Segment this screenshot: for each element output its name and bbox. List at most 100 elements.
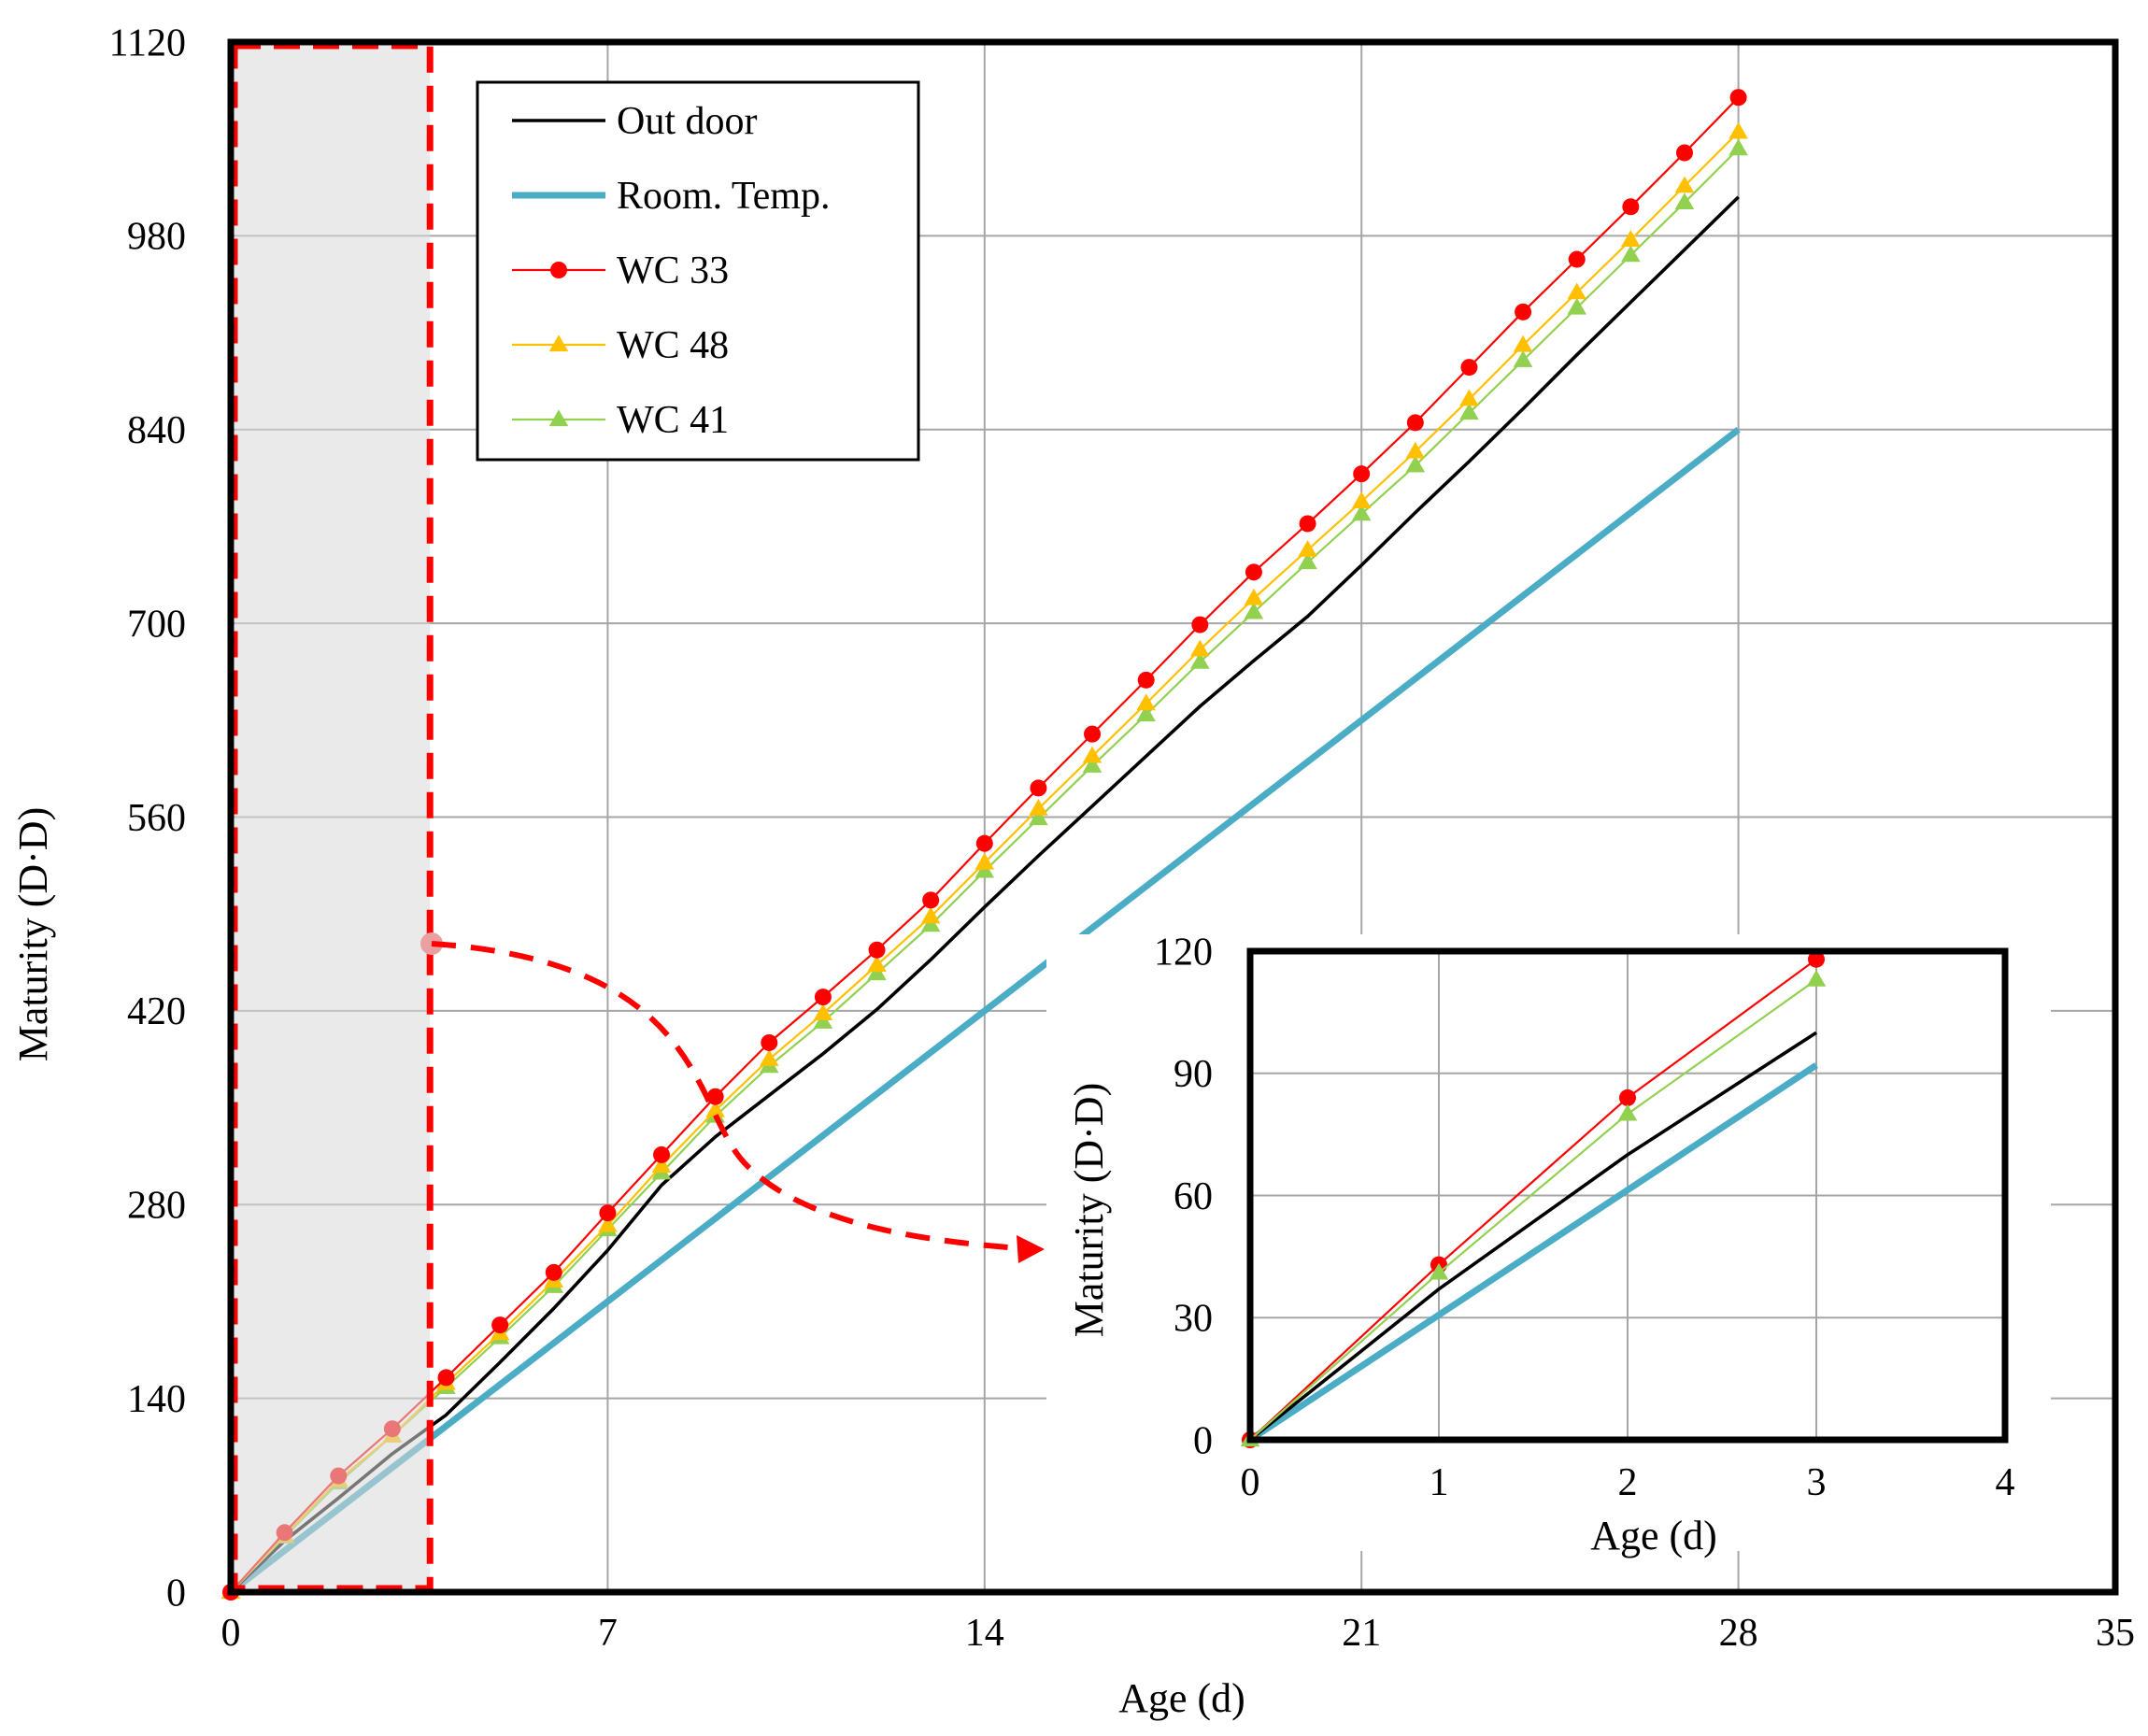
data-point-wc-41 bbox=[1617, 1103, 1638, 1121]
data-point-wc-48 bbox=[1136, 693, 1156, 711]
legend-entry-room-temp: Room. Temp. bbox=[512, 175, 830, 218]
x-tick-label: 0 bbox=[221, 1612, 241, 1655]
data-point-wc-48 bbox=[705, 1100, 725, 1117]
data-point-wc-33 bbox=[599, 1204, 617, 1222]
data-point-wc-48 bbox=[920, 906, 941, 924]
y-tick-label: 30 bbox=[1174, 1298, 1213, 1341]
x-tick-label: 14 bbox=[965, 1612, 1004, 1655]
data-point-wc-41 bbox=[1806, 969, 1827, 987]
data-point-wc-33 bbox=[1460, 359, 1478, 377]
series-line-wc-33 bbox=[1249, 958, 1817, 1441]
y-tick-label: 140 bbox=[127, 1378, 186, 1421]
data-point-wc-48 bbox=[1674, 176, 1695, 193]
zoom-highlight-region bbox=[231, 42, 434, 1592]
main-plot-frame bbox=[227, 38, 2119, 1596]
legend: Out door Room. Temp. WC 33 WC 48 WC 41 bbox=[476, 80, 920, 462]
data-point-wc-48 bbox=[1513, 334, 1533, 352]
series-line-room-temp bbox=[1248, 1062, 1818, 1443]
data-point-wc-33 bbox=[1619, 1089, 1636, 1106]
data-point-wc-33 bbox=[1299, 515, 1316, 533]
x-tick-label: 35 bbox=[2096, 1612, 2135, 1655]
data-point-wc-33 bbox=[761, 1033, 778, 1051]
legend-entry-wc-41: WC 41 bbox=[512, 399, 729, 442]
series-wc-33 bbox=[222, 89, 1747, 1601]
data-point-wc-33 bbox=[1084, 725, 1102, 743]
legend-entry-wc-33: WC 33 bbox=[512, 249, 729, 292]
data-point-wc-48 bbox=[1082, 746, 1102, 763]
main-series-group bbox=[220, 89, 1748, 1601]
data-point-wc-33 bbox=[1729, 89, 1747, 107]
data-point-wc-33 bbox=[922, 891, 940, 909]
legend-marker bbox=[550, 262, 567, 278]
x-tick-label: 28 bbox=[1719, 1612, 1758, 1655]
data-point-wc-33 bbox=[814, 989, 832, 1006]
y-tick-label: 60 bbox=[1174, 1175, 1213, 1218]
data-point-wc-33 bbox=[1622, 198, 1640, 216]
inset-y-axis-label: Maturity (D·D) bbox=[1066, 1083, 1112, 1338]
y-tick-label: 280 bbox=[127, 1185, 186, 1228]
x-tick-label: 1 bbox=[1430, 1461, 1449, 1504]
data-point-wc-33 bbox=[1245, 563, 1262, 581]
data-point-wc-41 bbox=[1567, 297, 1586, 315]
data-point-wc-33 bbox=[975, 834, 993, 852]
data-point-wc-48 bbox=[1728, 121, 1748, 139]
data-point-wc-41 bbox=[1674, 192, 1695, 210]
data-point-wc-33 bbox=[437, 1369, 455, 1387]
main-y-axis-label: Maturity (D·D) bbox=[10, 807, 56, 1062]
series-line-wc-41 bbox=[1249, 978, 1817, 1441]
legend-marker bbox=[548, 409, 569, 427]
legend-entry-wc-48: WC 48 bbox=[512, 324, 729, 367]
main-x-axis-label: Age (d) bbox=[1118, 1675, 1245, 1721]
x-tick-label: 4 bbox=[1996, 1461, 2015, 1504]
y-tick-label: 840 bbox=[127, 409, 186, 452]
data-point-wc-33 bbox=[1137, 671, 1155, 689]
data-point-wc-48 bbox=[1190, 639, 1210, 657]
x-tick-label: 21 bbox=[1342, 1612, 1381, 1655]
data-point-wc-41 bbox=[1728, 138, 1748, 156]
data-point-wc-33 bbox=[491, 1316, 509, 1334]
y-tick-label: 560 bbox=[127, 797, 186, 840]
data-point-wc-48 bbox=[1621, 230, 1641, 248]
legend-label: Room. Temp. bbox=[617, 175, 830, 218]
legend-label: WC 48 bbox=[617, 324, 729, 367]
data-point-wc-33 bbox=[706, 1088, 724, 1105]
x-tick-label: 7 bbox=[598, 1612, 618, 1655]
y-tick-label: 420 bbox=[127, 990, 186, 1033]
y-tick-label: 0 bbox=[1193, 1419, 1213, 1462]
data-point-wc-41 bbox=[1244, 602, 1264, 619]
data-point-wc-41 bbox=[1298, 552, 1317, 570]
data-point-wc-41 bbox=[1351, 504, 1372, 521]
data-point-wc-33 bbox=[1568, 250, 1586, 268]
data-point-wc-48 bbox=[1029, 799, 1048, 816]
y-tick-label: 0 bbox=[166, 1572, 186, 1615]
data-point-wc-48 bbox=[651, 1156, 672, 1173]
data-point-wc-48 bbox=[1567, 282, 1586, 300]
series-room-temp bbox=[1248, 1062, 1818, 1443]
data-point-wc-33 bbox=[1406, 414, 1424, 432]
callout-arrowhead bbox=[1017, 1235, 1045, 1263]
data-point-wc-48 bbox=[813, 1003, 833, 1021]
y-tick-label: 700 bbox=[127, 603, 186, 646]
series-line-out-door bbox=[229, 195, 1740, 1594]
data-point-wc-48 bbox=[598, 1215, 618, 1232]
y-tick-label: 1120 bbox=[109, 21, 186, 64]
series-line-out-door bbox=[1248, 1031, 1817, 1442]
data-point-wc-48 bbox=[1351, 491, 1372, 508]
data-point-wc-48 bbox=[1459, 389, 1479, 406]
data-point-wc-48 bbox=[974, 852, 995, 870]
data-point-wc-48 bbox=[867, 955, 887, 973]
data-point-wc-41 bbox=[1405, 455, 1426, 473]
legend-entry-out-door: Out door bbox=[512, 100, 758, 143]
data-point-wc-33 bbox=[545, 1263, 562, 1281]
data-point-wc-33 bbox=[1030, 779, 1047, 797]
inset-tick-labels: 0 1 2 3 4 0 30 60 90 120 bbox=[1154, 931, 2015, 1504]
y-tick-label: 90 bbox=[1174, 1053, 1213, 1096]
legend-label: Out door bbox=[617, 100, 758, 143]
data-point-wc-33 bbox=[868, 941, 886, 959]
data-point-wc-33 bbox=[1675, 144, 1693, 162]
series-out-door bbox=[229, 195, 1740, 1594]
data-point-wc-41 bbox=[1190, 651, 1210, 669]
